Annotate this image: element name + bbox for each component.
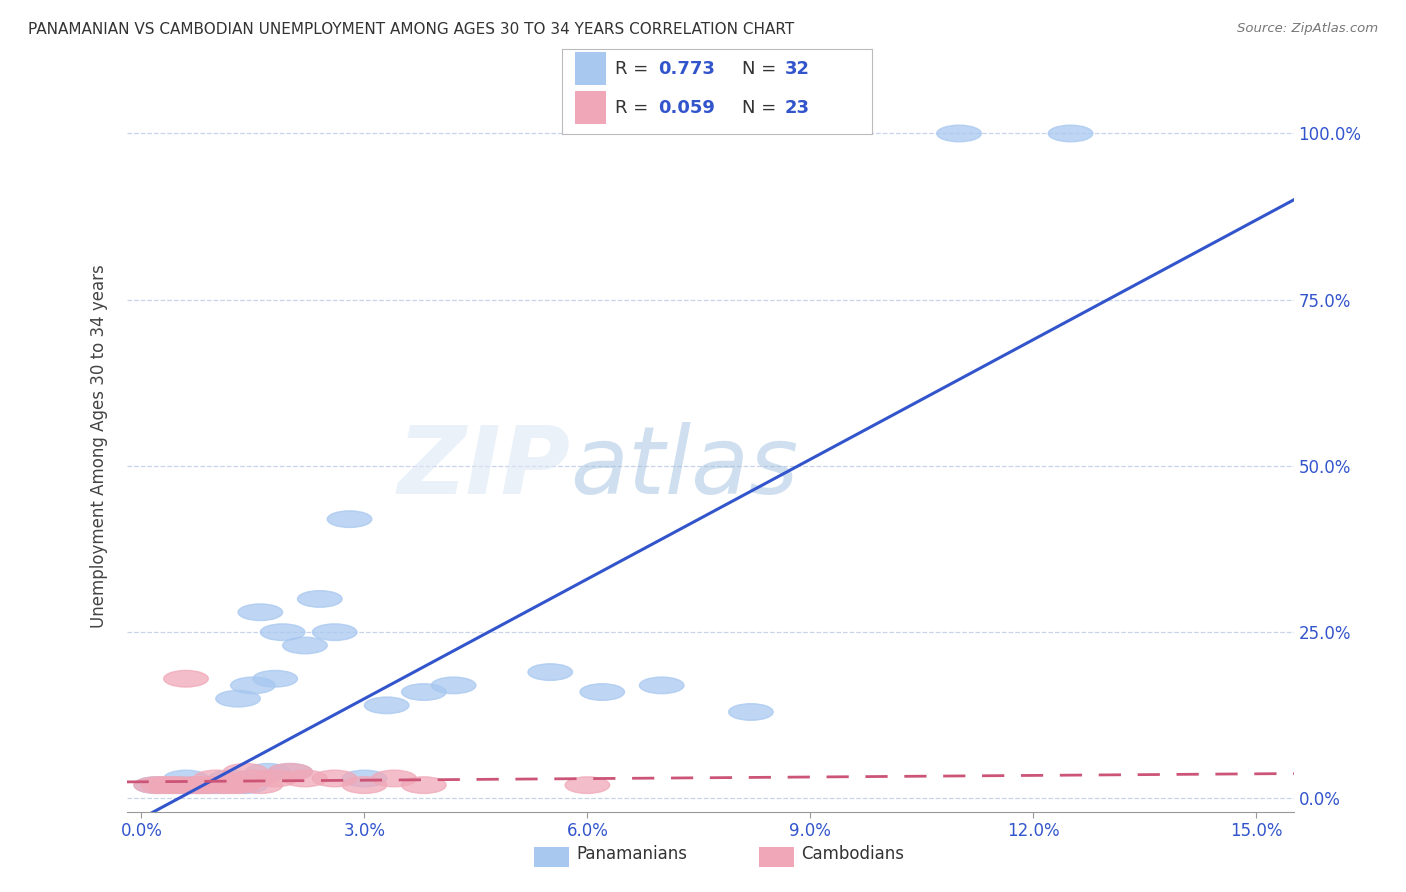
Ellipse shape — [208, 770, 253, 787]
Ellipse shape — [186, 777, 231, 794]
Ellipse shape — [179, 777, 224, 794]
Ellipse shape — [1049, 125, 1092, 142]
Text: atlas: atlas — [569, 423, 799, 514]
Ellipse shape — [342, 770, 387, 787]
Ellipse shape — [231, 770, 276, 787]
Ellipse shape — [163, 770, 208, 787]
Ellipse shape — [142, 777, 186, 794]
Ellipse shape — [267, 764, 312, 780]
Ellipse shape — [936, 125, 981, 142]
Bar — [575, 92, 606, 124]
Text: Source: ZipAtlas.com: Source: ZipAtlas.com — [1237, 22, 1378, 36]
Ellipse shape — [527, 664, 572, 681]
Ellipse shape — [328, 511, 371, 527]
Ellipse shape — [298, 591, 342, 607]
Bar — [575, 53, 606, 85]
Ellipse shape — [215, 690, 260, 707]
Ellipse shape — [201, 777, 246, 794]
Ellipse shape — [402, 683, 446, 700]
Text: 32: 32 — [785, 60, 810, 78]
Text: 0.059: 0.059 — [658, 98, 716, 117]
Ellipse shape — [156, 777, 201, 794]
Text: N =: N = — [742, 60, 782, 78]
Ellipse shape — [342, 777, 387, 794]
Ellipse shape — [194, 777, 238, 794]
Ellipse shape — [215, 777, 260, 794]
Ellipse shape — [364, 697, 409, 714]
Text: ZIP: ZIP — [396, 422, 569, 514]
Ellipse shape — [156, 777, 201, 794]
Ellipse shape — [172, 777, 215, 794]
Ellipse shape — [283, 637, 328, 654]
Text: Cambodians: Cambodians — [801, 845, 904, 863]
Ellipse shape — [579, 683, 624, 700]
Y-axis label: Unemployment Among Ages 30 to 34 years: Unemployment Among Ages 30 to 34 years — [90, 264, 108, 628]
Text: N =: N = — [742, 98, 782, 117]
Text: 0.773: 0.773 — [658, 60, 716, 78]
Text: 23: 23 — [785, 98, 810, 117]
Ellipse shape — [402, 777, 446, 794]
Ellipse shape — [172, 777, 215, 794]
Ellipse shape — [371, 770, 416, 787]
Ellipse shape — [728, 704, 773, 721]
Ellipse shape — [186, 777, 231, 794]
Text: Panamanians: Panamanians — [576, 845, 688, 863]
Ellipse shape — [149, 777, 194, 794]
Ellipse shape — [312, 624, 357, 640]
Ellipse shape — [194, 770, 238, 787]
Ellipse shape — [149, 777, 194, 794]
Ellipse shape — [312, 770, 357, 787]
Ellipse shape — [640, 677, 683, 694]
Ellipse shape — [224, 764, 267, 780]
Ellipse shape — [565, 777, 610, 794]
Text: R =: R = — [614, 98, 654, 117]
Ellipse shape — [224, 777, 267, 794]
Ellipse shape — [432, 677, 475, 694]
Ellipse shape — [208, 777, 253, 794]
Ellipse shape — [238, 777, 283, 794]
Ellipse shape — [134, 777, 179, 794]
Ellipse shape — [201, 777, 246, 794]
Ellipse shape — [163, 671, 208, 687]
Ellipse shape — [253, 770, 298, 787]
Text: R =: R = — [614, 60, 654, 78]
Ellipse shape — [246, 764, 290, 780]
Ellipse shape — [134, 777, 179, 794]
Ellipse shape — [260, 624, 305, 640]
Ellipse shape — [283, 770, 328, 787]
Ellipse shape — [238, 604, 283, 621]
Text: PANAMANIAN VS CAMBODIAN UNEMPLOYMENT AMONG AGES 30 TO 34 YEARS CORRELATION CHART: PANAMANIAN VS CAMBODIAN UNEMPLOYMENT AMO… — [28, 22, 794, 37]
Ellipse shape — [267, 764, 312, 780]
Ellipse shape — [231, 677, 276, 694]
Ellipse shape — [179, 777, 224, 794]
Ellipse shape — [253, 671, 298, 687]
